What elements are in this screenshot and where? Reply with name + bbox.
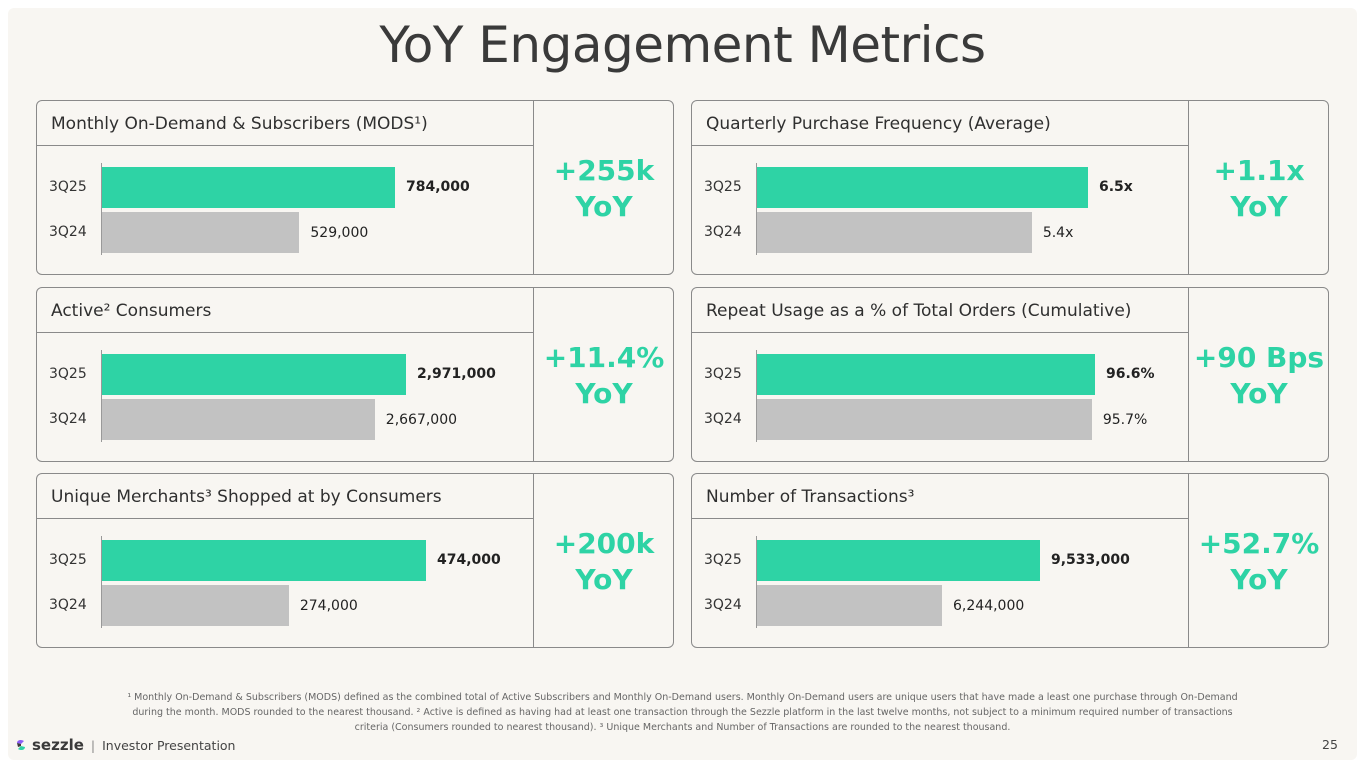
panel-header: Repeat Usage as a % of Total Orders (Cum… [692,288,1188,333]
value-label-previous: 529,000 [310,225,369,241]
bar-axis [101,350,102,442]
panel-title: Repeat Usage as a % of Total Orders (Cum… [706,301,1132,321]
bar-current [101,354,406,395]
panel-repeat-usage: Repeat Usage as a % of Total Orders (Cum… [691,287,1329,462]
yoy-value: +52.7% [1198,527,1320,560]
bar-current [756,354,1095,395]
yoy-suffix: YoY [575,563,633,596]
yoy-value: +200k [553,527,655,560]
sezzle-logo-icon [17,739,25,751]
bar-current [756,167,1088,208]
bar-previous [756,585,943,626]
panel-title: Active² Consumers [51,301,212,321]
yoy-suffix: YoY [575,377,633,410]
panel-divider [1188,474,1189,647]
panel-title: Monthly On-Demand & Subscribers (MODS¹) [51,114,428,134]
yoy-change: +1.1x YoY [1189,153,1329,225]
panel-header: Number of Transactions³ [692,474,1188,519]
brand-logo-text: sezzle [32,736,84,754]
value-label-current: 9,533,000 [1051,552,1130,568]
panel-header: Unique Merchants³ Shopped at by Consumer… [37,474,533,519]
bar-axis [101,536,102,628]
bar-previous [101,212,300,253]
panel-header: Active² Consumers [37,288,533,333]
value-label-current: 96.6% [1106,366,1155,382]
yoy-suffix: YoY [1230,377,1288,410]
panel-number-of-transactions: Number of Transactions³ 3Q25 3Q24 9,533,… [691,473,1329,648]
panel-title: Unique Merchants³ Shopped at by Consumer… [51,487,442,507]
panel-active-consumers: Active² Consumers 3Q25 3Q24 2,971,000 2,… [36,287,674,462]
bar-axis [756,350,757,442]
bar-previous [756,399,1092,440]
value-label-previous: 274,000 [299,598,358,614]
panel-unique-merchants: Unique Merchants³ Shopped at by Consumer… [36,473,674,648]
value-label-current: 474,000 [437,552,501,568]
value-label-previous: 2,667,000 [385,412,458,428]
brand-footer: sezzle | Investor Presentation [14,736,235,754]
bar-label-previous: 3Q24 [49,411,87,427]
bar-label-current: 3Q25 [49,179,87,195]
yoy-suffix: YoY [1230,190,1288,223]
panel-title: Quarterly Purchase Frequency (Average) [706,114,1051,134]
bar-axis [101,163,102,255]
bar-label-previous: 3Q24 [49,224,87,240]
panel-divider [533,101,534,274]
panel-mods: Monthly On-Demand & Subscribers (MODS¹) … [36,100,674,275]
bar-previous [101,585,289,626]
panel-divider [533,474,534,647]
value-label-previous: 95.7% [1102,412,1148,428]
yoy-change: +200k YoY [534,526,674,598]
brand-subtitle: Investor Presentation [102,737,236,753]
footnote: ¹ Monthly On-Demand & Subscribers (MODS)… [127,692,1238,733]
yoy-value: +255k [553,154,655,187]
panel-divider [533,288,534,461]
bar-label-current: 3Q25 [704,366,742,382]
yoy-change: +90 Bps YoY [1189,340,1329,412]
brand-separator: | [90,737,96,753]
panel-header: Quarterly Purchase Frequency (Average) [692,101,1188,146]
bar-label-previous: 3Q24 [704,597,742,613]
value-label-previous: 6,244,000 [953,598,1025,614]
yoy-suffix: YoY [1230,563,1288,596]
bar-axis [756,536,757,628]
bar-current [756,540,1040,581]
yoy-value: +90 Bps [1193,341,1325,374]
bar-label-current: 3Q25 [704,552,742,568]
yoy-value: +11.4% [543,341,665,374]
bar-current [101,167,395,208]
bar-current [101,540,426,581]
panel-header: Monthly On-Demand & Subscribers (MODS¹) [37,101,533,146]
bar-label-previous: 3Q24 [49,597,87,613]
panel-divider [1188,288,1189,461]
bar-label-previous: 3Q24 [704,411,742,427]
bar-label-previous: 3Q24 [704,224,742,240]
bar-label-current: 3Q25 [49,552,87,568]
bar-axis [756,163,757,255]
panel-title: Number of Transactions³ [706,487,915,507]
bar-label-current: 3Q25 [49,366,87,382]
bar-previous [756,212,1032,253]
value-label-current: 6.5x [1099,179,1133,195]
value-label-current: 784,000 [406,179,470,195]
yoy-change: +255k YoY [534,153,674,225]
yoy-suffix: YoY [575,190,633,223]
yoy-value: +1.1x [1213,154,1305,187]
panel-purchase-frequency: Quarterly Purchase Frequency (Average) 3… [691,100,1329,275]
value-label-previous: 5.4x [1042,225,1074,241]
bar-label-current: 3Q25 [704,179,742,195]
yoy-change: +52.7% YoY [1189,526,1329,598]
yoy-change: +11.4% YoY [534,340,674,412]
panel-divider [1188,101,1189,274]
bar-previous [101,399,375,440]
page-title: YoY Engagement Metrics [379,16,986,74]
value-label-current: 2,971,000 [417,366,496,382]
page-number: 25 [1322,737,1338,752]
